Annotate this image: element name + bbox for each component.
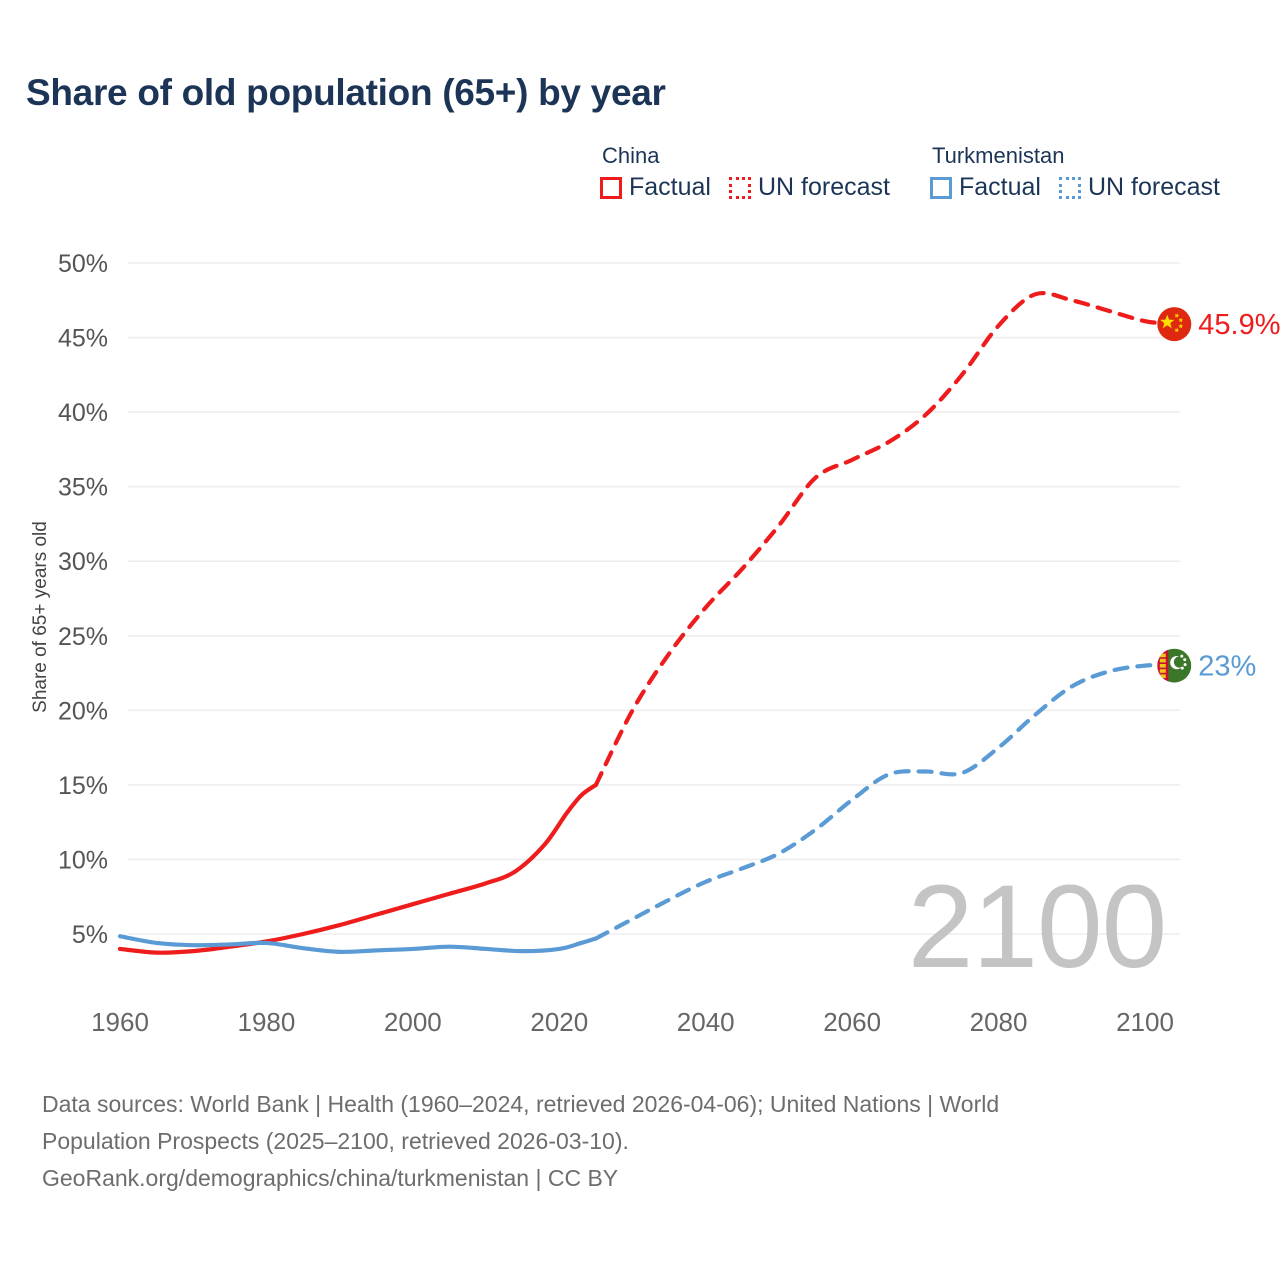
y-tick-label: 10%	[58, 846, 108, 874]
x-tick-label: 2060	[823, 1007, 881, 1037]
series-line-turkmenistan-forecast	[593, 663, 1177, 941]
endpoint-label-china: 45.9%	[1198, 309, 1280, 341]
x-axis-ticks: 1960 1980 2000 2020 2040 2060 2080 2100	[91, 1007, 1174, 1037]
x-tick-label: 2040	[677, 1007, 735, 1037]
y-tick-label: 25%	[58, 623, 108, 651]
y-tick-label: 40%	[58, 399, 108, 427]
x-tick-label: 2080	[970, 1007, 1028, 1037]
legend-group-china: China Factual UN forecast	[600, 143, 930, 202]
y-axis-title: Share of 65+ years old	[30, 521, 51, 713]
legend-label-china-factual: Factual	[629, 173, 711, 201]
series-lines	[117, 290, 1177, 955]
legend-item-china-forecast[interactable]: UN forecast	[728, 173, 890, 202]
legend-group-turkmenistan: Turkmenistan Factual UN forecast	[930, 143, 1260, 202]
x-tick-label: 2000	[384, 1007, 442, 1037]
legend-item-turkmenistan-factual[interactable]: Factual	[930, 173, 1041, 202]
legend-label-turkmenistan-factual: Factual	[959, 173, 1041, 201]
footer-line-1: Data sources: World Bank | Health (1960–…	[42, 1091, 1000, 1117]
legend-label-china-forecast: UN forecast	[757, 173, 890, 201]
legend-swatch-solid-red-icon	[600, 176, 622, 199]
series-line-china-forecast	[593, 290, 1177, 787]
footer-line-2: Population Prospects (2025–2100, retriev…	[42, 1128, 629, 1154]
y-tick-label: 20%	[58, 697, 108, 725]
x-tick-label: 1960	[91, 1007, 149, 1037]
y-tick-label: 45%	[58, 325, 108, 353]
legend-swatch-dotted-red-icon	[728, 176, 751, 199]
legend-swatch-solid-blue-icon	[930, 176, 952, 199]
x-tick-label: 2020	[530, 1007, 588, 1037]
endpoint-markers: 45.9% 23%	[1157, 307, 1280, 683]
y-axis-ticks: 5% 10% 15% 20% 25% 30% 35% 40% 45% 50%	[58, 250, 108, 949]
legend-item-china-factual[interactable]: Factual	[600, 173, 711, 202]
legend-item-turkmenistan-forecast[interactable]: UN forecast	[1058, 173, 1220, 202]
legend-label-turkmenistan-forecast: UN forecast	[1087, 173, 1220, 201]
y-tick-label: 15%	[58, 772, 108, 800]
chart-legend: China Factual UN forecast Turkmenistan F…	[600, 143, 1260, 202]
gridlines	[128, 262, 1180, 935]
series-line-china-factual	[117, 782, 598, 955]
x-tick-label: 2100	[1116, 1007, 1174, 1037]
page-title: Share of old population (65+) by year	[26, 72, 666, 113]
turkmenistan-flag-icon	[1157, 648, 1192, 683]
footer-line-3: GeoRank.org/demographics/china/turkmenis…	[42, 1165, 619, 1191]
y-tick-label: 35%	[58, 474, 108, 502]
y-tick-label: 30%	[58, 548, 108, 576]
legend-swatch-dotted-blue-icon	[1058, 176, 1081, 199]
y-tick-label: 50%	[58, 250, 108, 278]
legend-country-china: China	[602, 143, 660, 168]
footer-sources: Data sources: World Bank | Health (1960–…	[42, 1086, 1202, 1197]
endpoint-label-turkmenistan: 23%	[1198, 651, 1256, 683]
y-tick-label: 5%	[72, 921, 108, 949]
legend-country-turkmenistan: Turkmenistan	[932, 143, 1065, 168]
china-flag-icon	[1157, 307, 1192, 342]
chart-plot-svg: 5% 10% 15% 20% 25% 30% 35% 40% 45% 50% 1960 1980 20…	[30, 250, 1280, 1037]
x-tick-label: 1980	[238, 1007, 296, 1037]
series-line-turkmenistan-factual	[117, 934, 598, 955]
year-watermark: 2100	[908, 861, 1167, 993]
